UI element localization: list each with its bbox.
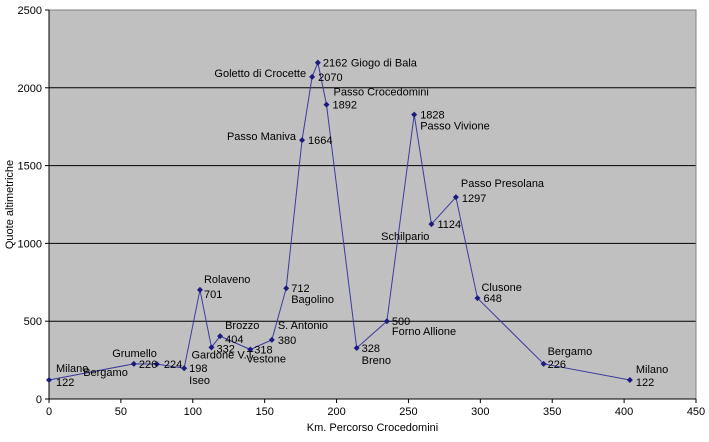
point-name-label: Passo Maniva <box>227 131 297 143</box>
point-value-label: 1828 <box>420 110 444 122</box>
point-name-label: Breno <box>362 355 391 367</box>
x-tick-label: 150 <box>255 406 273 418</box>
y-tick-label: 2500 <box>18 5 42 17</box>
point-name-label: Forno Allione <box>392 326 456 338</box>
point-name-label: Gardone V.T. <box>191 349 255 361</box>
point-value-label: 1664 <box>308 135 332 147</box>
point-name-label: Bagolino <box>291 294 334 306</box>
axes: 0 50 100 150 200 250 300 350 400 450 0 500 1000 1500 2… <box>18 5 706 418</box>
x-axis-title: Km. Percorso Crocedomini <box>307 422 438 434</box>
point-name-label: Grumello <box>112 348 157 360</box>
data-point <box>283 285 290 292</box>
point-labels: Milano122Bergamo226Grumello224Iseo198Rol… <box>56 58 668 389</box>
point-name-label: Schilpario <box>381 231 429 243</box>
x-tick-label: 400 <box>615 406 633 418</box>
data-point <box>428 221 435 228</box>
x-tick-label: 350 <box>543 406 561 418</box>
data-point <box>323 101 330 108</box>
point-value-label: 1124 <box>437 219 461 231</box>
point-name-label: Bergamo <box>83 367 128 379</box>
point-name-label: Passo Crocedomini <box>333 87 428 99</box>
y-tick-label: 1000 <box>18 238 42 250</box>
x-tick-label: 200 <box>327 406 345 418</box>
point-name-label: Bergamo <box>548 346 593 358</box>
point-value-label: 2162 <box>323 58 347 70</box>
point-name-label: Giogo di Bala <box>351 58 418 70</box>
point-value-label: 328 <box>362 343 380 355</box>
data-point <box>411 111 418 118</box>
point-value-label: 332 <box>216 343 234 355</box>
data-point <box>452 194 459 201</box>
point-value-label: 226 <box>548 359 566 371</box>
x-tick-label: 50 <box>115 406 127 418</box>
y-tick-label: 0 <box>36 394 42 406</box>
point-value-label: 224 <box>164 359 182 371</box>
point-name-label: Clusone <box>481 282 521 294</box>
data-point <box>153 361 160 368</box>
point-name-label: Milano <box>636 364 668 376</box>
x-tick-label: 300 <box>471 406 489 418</box>
point-value-label: 1297 <box>462 193 486 205</box>
point-name-label: Milano <box>56 363 88 375</box>
data-point <box>208 344 215 351</box>
x-tick-label: 100 <box>184 406 202 418</box>
data-point <box>626 377 633 384</box>
data-point <box>353 344 360 351</box>
data-point <box>181 365 188 372</box>
point-value-label: 198 <box>189 363 207 375</box>
point-name-label: Brozzo <box>225 320 259 332</box>
point-value-label: 122 <box>56 377 74 389</box>
point-value-label: 1892 <box>332 100 356 112</box>
point-name-label: Goletto di Crocette <box>214 68 306 80</box>
x-tick-label: 0 <box>46 406 52 418</box>
data-point <box>196 286 203 293</box>
series-profile <box>46 59 633 384</box>
point-value-label: 318 <box>254 345 272 357</box>
point-value-label: 122 <box>636 377 654 389</box>
x-tick-label: 250 <box>399 406 417 418</box>
data-point <box>309 73 316 80</box>
grid-lines <box>49 9 696 322</box>
point-name-label: Passo Vivione <box>420 121 490 133</box>
y-tick-label: 2000 <box>18 83 42 95</box>
data-point <box>299 137 306 144</box>
point-name-label: S. Antonio <box>278 320 328 332</box>
data-point <box>314 59 321 66</box>
x-tick-label: 450 <box>687 406 705 418</box>
data-point <box>130 360 137 367</box>
data-point <box>217 333 224 340</box>
data-point <box>383 318 390 325</box>
point-value-label: 701 <box>204 289 222 301</box>
point-value-label: 2070 <box>318 72 342 84</box>
data-point <box>540 360 547 367</box>
point-value-label: 226 <box>139 359 157 371</box>
point-name-label: Vestone <box>246 354 286 366</box>
point-value-label: 404 <box>225 334 243 346</box>
y-tick-label: 500 <box>24 316 42 328</box>
data-point <box>46 377 52 384</box>
point-name-label: Iseo <box>189 375 210 387</box>
data-point <box>268 336 275 343</box>
data-point <box>474 295 481 302</box>
point-value-label: 648 <box>483 293 501 305</box>
point-name-label: Passo Presolana <box>461 178 545 190</box>
data-point <box>247 346 254 353</box>
y-axis-title: Quote altimetriche <box>4 160 16 249</box>
y-tick-label: 1500 <box>18 161 42 173</box>
point-value-label: 380 <box>278 335 296 347</box>
point-value-label: 500 <box>392 316 410 328</box>
point-value-label: 712 <box>291 283 309 295</box>
series-line <box>48 60 630 381</box>
point-name-label: Rolaveno <box>204 274 250 286</box>
